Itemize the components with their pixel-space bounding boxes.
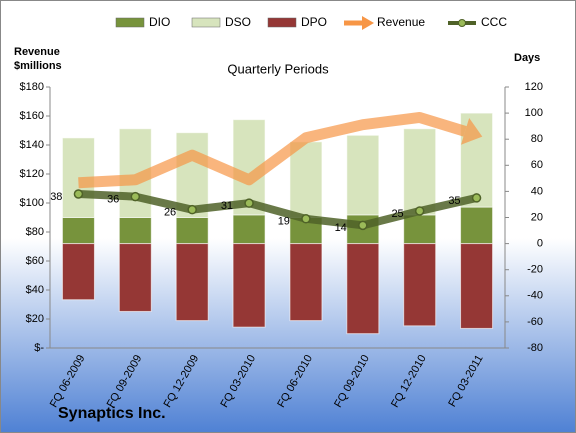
y2-tick-label: -60 xyxy=(527,316,543,328)
y2-tick-label: -80 xyxy=(527,342,543,354)
legend-swatch xyxy=(115,17,145,28)
y-tick-label: $120 xyxy=(20,168,44,180)
data-label: 14 xyxy=(335,222,347,234)
y-tick-label: $160 xyxy=(20,110,44,122)
legend-swatch xyxy=(362,16,374,30)
bar-segment xyxy=(346,243,380,335)
data-label: 38 xyxy=(50,191,62,203)
y2-axis-label: Days xyxy=(514,52,540,64)
legend-swatch xyxy=(458,19,466,27)
footer: Synaptics Inc. xyxy=(58,405,166,422)
legend-swatch xyxy=(191,17,221,28)
bar-segment xyxy=(346,134,380,216)
legend-label: CCC xyxy=(481,15,507,29)
legend-label: DSO xyxy=(225,15,251,29)
bar-segment xyxy=(61,243,95,301)
revenue-line xyxy=(78,111,467,189)
bar-segment xyxy=(175,217,209,245)
ccc-marker xyxy=(73,189,84,199)
data-label: 36 xyxy=(107,194,119,206)
bar-segment xyxy=(460,206,494,245)
y-tick-label: $100 xyxy=(20,197,44,209)
y-tick-label: $80 xyxy=(26,226,44,238)
ccc-marker xyxy=(130,191,141,202)
y2-tick-label: -20 xyxy=(527,264,543,276)
y-tick-label: $20 xyxy=(26,313,44,325)
data-label: 31 xyxy=(221,200,233,212)
legend-swatch xyxy=(267,17,297,28)
y2-tick-label: 40 xyxy=(531,185,543,197)
y-tick-label: $180 xyxy=(20,81,44,93)
bar-segment xyxy=(403,128,437,216)
y2-tick-label: 100 xyxy=(525,107,543,119)
legend-label: DIO xyxy=(149,15,170,29)
y-axis-label: $millions xyxy=(14,60,62,72)
ccc-line xyxy=(78,190,478,230)
y2-tick-label: 60 xyxy=(531,159,543,171)
y2-tick-label: 120 xyxy=(525,81,543,93)
ccc-marker xyxy=(244,198,254,208)
bar-segment xyxy=(118,217,152,245)
y2-tick-label: 0 xyxy=(537,238,543,250)
legend-label: DPO xyxy=(301,15,327,29)
data-label: 35 xyxy=(448,195,460,207)
ccc-marker xyxy=(358,220,368,231)
chart-title: Quarterly Periods xyxy=(227,61,329,76)
bar-segment xyxy=(403,214,437,245)
bar-segment xyxy=(403,243,437,327)
y-tick-label: $140 xyxy=(20,139,44,151)
y-axis-label: Revenue xyxy=(14,46,60,58)
bar-segment xyxy=(118,243,152,312)
ccc-marker xyxy=(187,204,197,215)
ccc-marker xyxy=(301,214,311,224)
bar-segment xyxy=(289,141,323,218)
legend-label: Revenue xyxy=(377,15,425,29)
y2-tick-label: 20 xyxy=(531,211,543,223)
y-tick-label: $60 xyxy=(26,255,44,267)
bar-segment xyxy=(61,217,95,245)
ccc-marker xyxy=(414,206,425,216)
bar-segment xyxy=(460,243,494,329)
data-label: 26 xyxy=(164,207,176,219)
bar-segment xyxy=(232,214,266,245)
data-label: 25 xyxy=(391,208,403,220)
y2-tick-label: -40 xyxy=(527,290,543,302)
bar-segment xyxy=(232,243,266,328)
y-tick-label: $- xyxy=(34,342,44,354)
ccc-marker xyxy=(471,193,482,203)
bar-segment xyxy=(175,243,209,322)
y-tick-label: $40 xyxy=(26,284,44,296)
y2-tick-label: 80 xyxy=(531,133,543,145)
revenue-arrowhead xyxy=(460,117,483,145)
data-label: 19 xyxy=(278,216,290,228)
bar-segment xyxy=(289,243,323,322)
